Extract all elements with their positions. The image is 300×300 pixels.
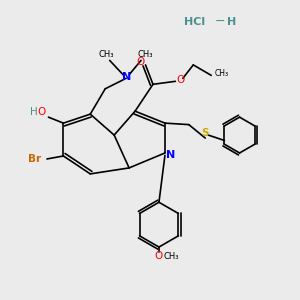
Text: HCl: HCl [184,16,206,27]
Text: CH₃: CH₃ [214,69,229,78]
Text: N: N [166,150,175,161]
Text: H: H [227,16,237,27]
Text: Br: Br [28,154,42,164]
Text: O: O [154,251,163,261]
Text: H: H [30,107,38,117]
Text: CH₃: CH₃ [99,50,115,59]
Text: O: O [177,75,185,85]
Text: O: O [38,107,46,117]
Text: CH₃: CH₃ [164,251,179,260]
Text: O: O [136,57,144,67]
Text: CH₃: CH₃ [138,50,153,59]
Text: S: S [202,128,209,138]
Text: N: N [122,72,131,82]
Text: −: − [215,15,225,28]
